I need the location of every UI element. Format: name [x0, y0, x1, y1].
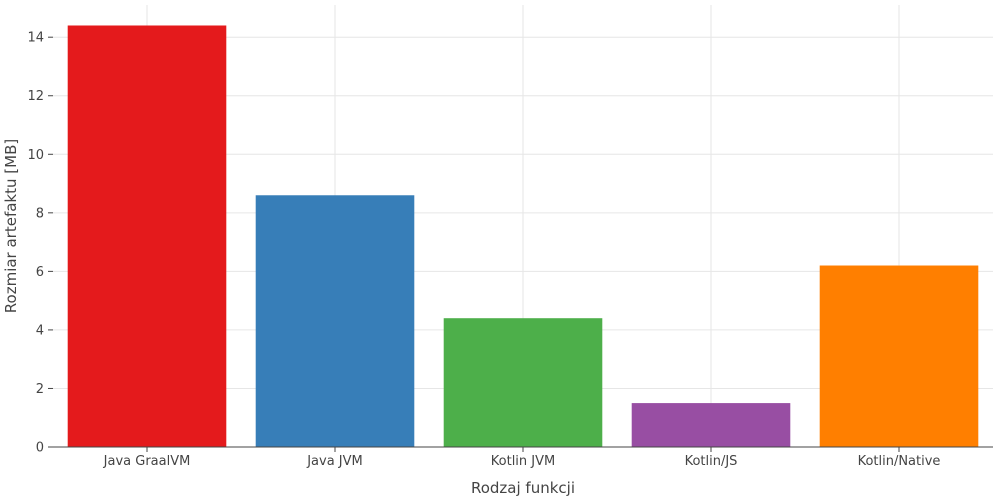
x-axis-title: Rodzaj funkcji [471, 479, 575, 497]
y-tick-label: 0 [36, 441, 44, 456]
y-axis-ticks: 0 2 4 6 8 10 12 14 [27, 31, 53, 456]
y-tick-label: 2 [36, 382, 44, 397]
y-tick-label: 12 [27, 89, 44, 104]
x-tick-label: Java JVM [306, 454, 363, 469]
bar-kotlin-native [819, 265, 979, 447]
x-tick-label: Kotlin/JS [685, 454, 738, 469]
y-tick-label: 14 [27, 31, 44, 46]
bars-group [67, 25, 979, 448]
y-tick-label: 6 [36, 265, 44, 280]
bar-java-jvm [255, 195, 415, 447]
x-tick-label: Java GraalVM [103, 454, 191, 469]
x-tick-label: Kotlin JVM [491, 454, 555, 469]
y-axis-title: Rozmiar artefaktu [MB] [2, 139, 20, 313]
x-axis-ticks: Java GraalVM Java JVM Kotlin JVM Kotlin/JS K… [103, 447, 941, 469]
x-tick-label: Kotlin/Native [858, 454, 941, 469]
bar-java-graalvm [67, 25, 227, 448]
y-tick-label: 4 [36, 323, 44, 338]
y-tick-label: 10 [27, 148, 44, 163]
bar-kotlin-jvm [443, 318, 603, 447]
y-tick-label: 8 [36, 206, 44, 221]
bar-kotlin-js [631, 403, 791, 447]
